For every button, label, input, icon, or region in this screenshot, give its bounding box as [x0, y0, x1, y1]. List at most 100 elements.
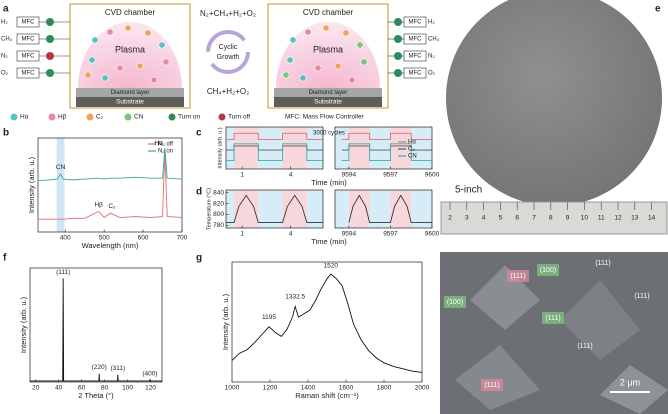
gas-label: N₂: [428, 54, 435, 60]
highlight-band: [56, 138, 65, 232]
x-tick-label: 1: [240, 231, 244, 238]
x-tick-label: 2000: [415, 385, 430, 392]
x-axis-label: Wavelength (nm): [82, 241, 139, 250]
ruler-number: 5: [499, 215, 503, 222]
legend-swatch: [218, 113, 226, 121]
plasma-label: Plasma: [115, 44, 145, 54]
x-tick-label: 9594: [342, 172, 357, 179]
ruler-number: 3: [465, 215, 469, 222]
off-gas: CH₄+H₂+O₂: [207, 87, 249, 96]
facet-highlight: [542, 312, 564, 324]
crystal: [600, 365, 668, 414]
species-dot: [124, 24, 132, 32]
size-label: 5-inch: [455, 185, 482, 196]
valve: [394, 18, 402, 26]
series-line: [231, 273, 423, 373]
gas-label: O₂: [1, 71, 9, 77]
series-line: [226, 143, 432, 162]
mfc-label: MFC: [22, 20, 36, 26]
chamber-title: CVD chamber: [105, 8, 156, 17]
legend-swatch: [10, 113, 18, 121]
species-dot: [116, 64, 124, 72]
plasma-label: Plasma: [313, 44, 343, 54]
mfc-label: MFC: [409, 20, 423, 26]
x-tick-label: 4: [289, 172, 293, 179]
axes-frame: [29, 267, 163, 383]
crystal: [455, 345, 540, 410]
mfc-box: [403, 50, 427, 62]
period-band: [282, 127, 307, 169]
annotation: 1195: [262, 314, 276, 321]
valve: [46, 52, 54, 60]
species-dot: [106, 28, 114, 36]
period-band: [369, 190, 391, 228]
x-tick-label: 700: [177, 235, 188, 242]
x-tick-label: 9594: [342, 231, 357, 238]
legend-swatch: [86, 113, 94, 121]
facet-label: (111): [545, 315, 560, 322]
species-dot: [356, 41, 364, 49]
x-axis-label: Time (min): [311, 178, 347, 187]
axes-frame: [225, 189, 324, 229]
legend-label: Turn off: [228, 114, 250, 121]
period-band: [335, 190, 349, 228]
panel-letter: e: [655, 4, 661, 15]
period-band: [226, 127, 235, 169]
legend-label: N₂ off: [158, 142, 173, 148]
panel-letter: b: [3, 128, 9, 139]
x-axis-label: Time (min): [311, 237, 347, 246]
valve: [394, 52, 402, 60]
ruler-ticks: 2 3 4 5 6 7 8 9 10 11 12 13 14: [448, 202, 656, 222]
x-axis-label: Raman shift (cm⁻¹): [295, 391, 359, 400]
panel-letter: f: [3, 253, 7, 264]
annotation: C₂: [108, 203, 116, 210]
x-tick-label: 1400: [301, 385, 316, 392]
period-band: [411, 127, 432, 169]
gas-label: CH₄: [1, 37, 13, 43]
annotation: Hβ: [94, 201, 103, 208]
mfc-label: MFC: [409, 37, 423, 43]
legend-label: CN: [408, 154, 417, 160]
period-band: [226, 190, 235, 228]
x-tick-label: 1200: [263, 385, 278, 392]
annotation: Hα: [154, 140, 163, 147]
series-line: [226, 194, 432, 224]
species-dot: [84, 71, 92, 79]
period-band: [348, 190, 370, 228]
x-tick-label: 60: [78, 385, 86, 392]
ruler-number: 12: [614, 215, 622, 222]
annotation: (220): [92, 364, 107, 371]
ruler-number: 6: [515, 215, 519, 222]
species-dot: [101, 74, 109, 82]
ruler-number: 7: [532, 215, 536, 222]
valve: [46, 69, 54, 77]
ruler-number: 11: [598, 215, 605, 222]
x-tick-label: 600: [138, 235, 149, 242]
species-dot: [144, 29, 152, 37]
legend-label: CN: [134, 114, 144, 121]
facet-label: (111): [577, 343, 592, 350]
period-band: [369, 127, 391, 169]
mfc-label: MFC: [409, 54, 423, 60]
period-band: [234, 127, 259, 169]
y-tick-label: 820: [213, 200, 224, 207]
cycle-arrow: [206, 30, 250, 74]
annotation: 1520: [324, 262, 339, 269]
mfc-label: MFC: [22, 37, 36, 43]
y-axis-label: Intensity (arb. u.): [19, 296, 28, 353]
mfc-box: [403, 67, 427, 79]
x-tick-label: 1: [240, 172, 244, 179]
y-axis-label: Intensity (arb. u.): [27, 156, 36, 213]
x-tick-label: 9597: [383, 172, 398, 179]
species-dot: [348, 76, 356, 84]
x-tick-label: 9600: [425, 172, 440, 179]
legend-swatch: [168, 113, 176, 121]
panel-letter: g: [196, 253, 202, 264]
cyclic-label: Cyclic: [219, 44, 238, 51]
species-dot: [136, 62, 144, 70]
valve: [46, 35, 54, 43]
legend-label: Hβ: [58, 114, 67, 121]
ruler-number: 8: [549, 215, 553, 222]
panel-letter: c: [196, 128, 202, 139]
period-band: [411, 190, 432, 228]
